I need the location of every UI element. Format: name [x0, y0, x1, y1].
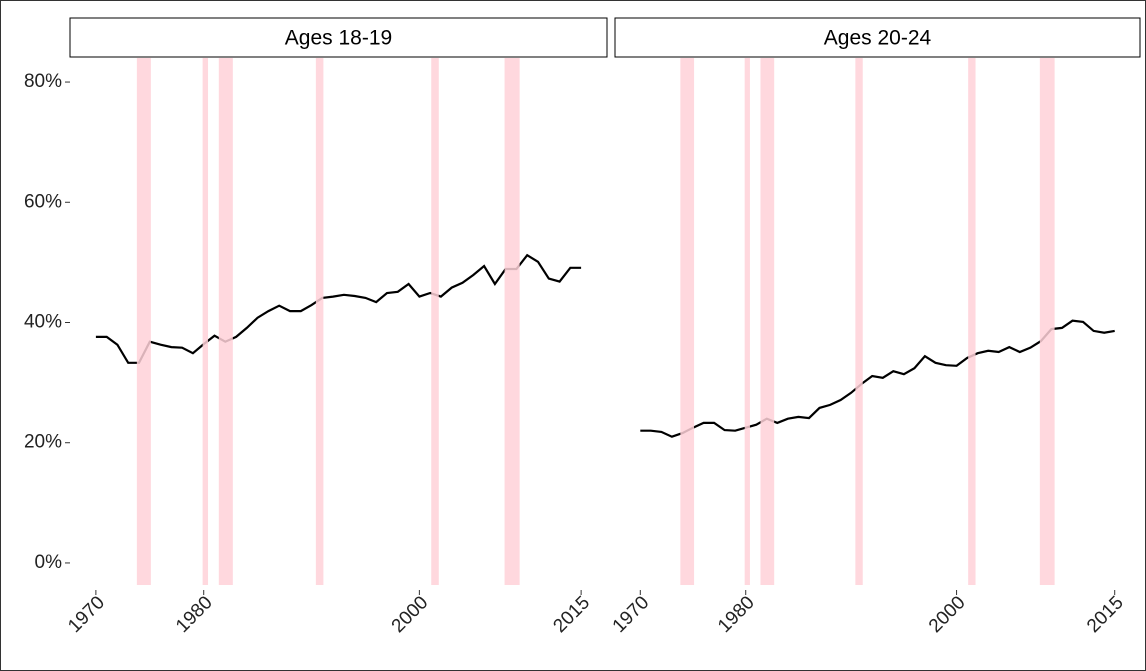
x-tick-label: 1980	[172, 592, 217, 637]
recession-band	[431, 58, 439, 585]
x-tick-label: 2000	[925, 592, 970, 637]
recession-band	[504, 58, 520, 585]
y-tick-label: 40%	[24, 312, 62, 333]
recession-band	[760, 58, 775, 585]
recession-band	[136, 58, 151, 585]
x-tick-label: 2015	[1083, 592, 1128, 637]
x-tick-label: 2015	[549, 592, 594, 637]
x-tick-label: 2000	[388, 592, 433, 637]
x-tick-label: 1970	[609, 592, 654, 637]
y-tick-label: 80%	[24, 71, 62, 92]
panel-title: Ages 18-19	[285, 27, 392, 50]
y-tick-label: 20%	[24, 432, 62, 453]
recession-band	[855, 58, 863, 585]
recession-band	[218, 58, 233, 585]
x-tick-label: 1980	[714, 592, 759, 637]
recession-band	[315, 58, 324, 585]
strip	[614, 17, 1141, 58]
recession-band	[680, 58, 695, 585]
data-line	[640, 319, 1115, 438]
x-tick-label: 1970	[64, 592, 109, 637]
recession-band	[968, 58, 976, 585]
data-line	[95, 253, 582, 364]
recession-band	[1039, 58, 1055, 585]
recession-band	[202, 58, 209, 585]
y-tick-label: 60%	[24, 191, 62, 212]
strip	[69, 17, 608, 58]
recession-band	[744, 58, 750, 585]
panel-title: Ages 20-24	[824, 27, 932, 50]
y-tick-label: 0%	[35, 552, 63, 573]
